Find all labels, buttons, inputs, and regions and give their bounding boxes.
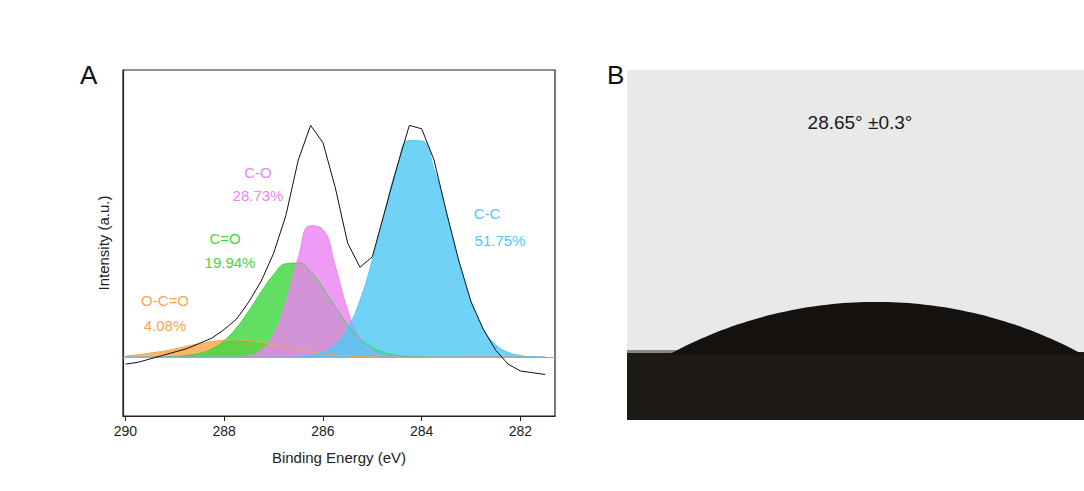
svg-text:19.94%: 19.94% [205, 254, 256, 271]
svg-text:Intensity (a.u.): Intensity (a.u.) [95, 195, 112, 290]
svg-text:28.73%: 28.73% [233, 187, 284, 204]
svg-text:282: 282 [509, 423, 533, 439]
svg-text:286: 286 [311, 423, 335, 439]
svg-text:28.65° ±0.3°: 28.65° ±0.3° [808, 112, 913, 133]
svg-text:C-C: C-C [474, 205, 501, 222]
svg-text:288: 288 [213, 423, 237, 439]
svg-text:284: 284 [410, 423, 434, 439]
svg-text:290: 290 [114, 423, 138, 439]
svg-text:C-O: C-O [244, 164, 272, 181]
svg-text:C=O: C=O [209, 230, 240, 247]
svg-text:B: B [607, 60, 624, 90]
svg-text:A: A [80, 60, 98, 90]
svg-text:51.75%: 51.75% [475, 232, 526, 249]
svg-text:O-C=O: O-C=O [141, 292, 189, 309]
svg-text:4.08%: 4.08% [144, 317, 187, 334]
svg-text:Binding Energy (eV): Binding Energy (eV) [272, 449, 406, 466]
